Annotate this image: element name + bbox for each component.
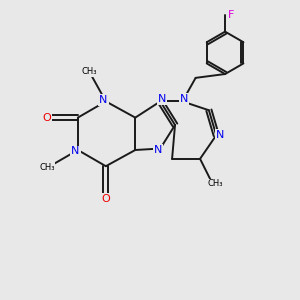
Text: F: F <box>228 11 234 20</box>
Text: N: N <box>99 95 108 105</box>
Text: N: N <box>158 94 166 104</box>
Text: N: N <box>154 145 162 155</box>
Text: CH₃: CH₃ <box>39 163 55 172</box>
Text: O: O <box>101 194 110 204</box>
Text: N: N <box>216 130 224 140</box>
Text: CH₃: CH₃ <box>207 179 223 188</box>
Text: N: N <box>180 94 188 104</box>
Text: O: O <box>43 112 51 123</box>
Text: N: N <box>71 146 80 157</box>
Text: CH₃: CH₃ <box>82 68 98 76</box>
